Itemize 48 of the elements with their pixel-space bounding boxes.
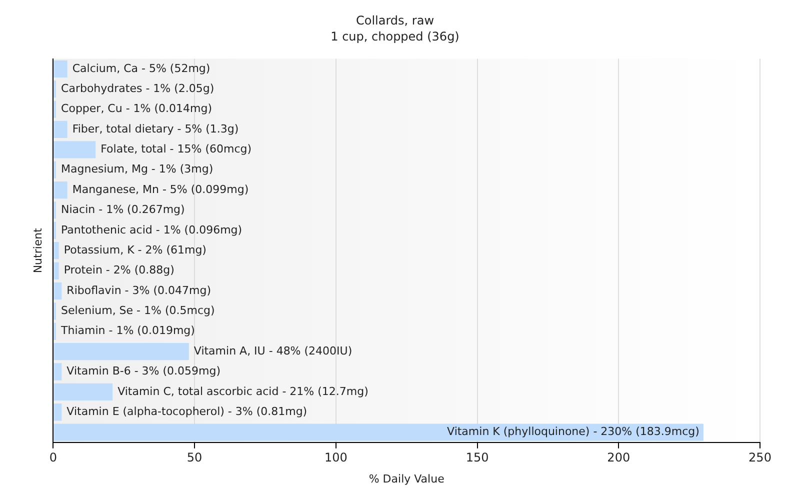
bar: [54, 383, 113, 401]
annotation: Manganese, Mn - 5% (0.099mg): [72, 182, 249, 196]
x-axis-title: % Daily Value: [368, 472, 445, 486]
annotation: Copper, Cu - 1% (0.014mg): [61, 102, 212, 116]
bar: [54, 202, 56, 219]
annotation: Pantothenic acid - 1% (0.096mg): [61, 223, 242, 236]
bar: [54, 282, 62, 300]
bar: [54, 181, 68, 199]
bar: [54, 60, 68, 78]
annotation: Vitamin B-6 - 3% (0.059mg): [66, 364, 221, 378]
annotation: Riboflavin - 3% (0.047mg): [66, 284, 211, 297]
chart-subtitle: 1 cup, chopped (36g): [330, 30, 460, 44]
annotation: Protein - 2% (0.88g): [64, 264, 174, 277]
bar: [54, 424, 704, 441]
annotation: Potassium, K - 2% (61mg): [64, 243, 206, 256]
bar: [54, 342, 189, 360]
x-tick-label: 50: [186, 450, 202, 465]
annotation: Calcium, Ca - 5% (52mg): [72, 62, 210, 75]
bar: [54, 302, 56, 320]
x-tick-label: 200: [607, 450, 630, 465]
annotation: Magnesium, Mg - 1% (3mg): [61, 162, 214, 176]
bar: [54, 161, 56, 178]
bar: [54, 141, 96, 158]
x-tick-label: 100: [324, 450, 348, 465]
bar: [54, 404, 62, 421]
bar: [54, 322, 56, 340]
annotation: Vitamin C, total ascorbic acid - 21% (12.7mg): [118, 384, 368, 398]
bar: [54, 120, 68, 138]
x-tick-label: 0: [49, 450, 58, 465]
annotation: Selenium, Se - 1% (0.5mcg): [61, 304, 215, 318]
bar: [54, 363, 62, 380]
bar: [54, 222, 56, 239]
bar: [54, 242, 59, 260]
y-axis-title: Nutrient: [31, 227, 44, 274]
annotation: Niacin - 1% (0.267mg): [61, 203, 185, 216]
chart-title: Collards, raw: [356, 13, 434, 28]
bar: [54, 262, 59, 280]
x-tick-label: 150: [466, 450, 489, 465]
annotation: Folate, total - 15% (60mcg): [100, 142, 252, 156]
annotation: Vitamin K (phylloquinone) - 230% (183.9mcg): [447, 425, 700, 438]
x-tick-label: 250: [748, 450, 772, 465]
annotation: Thiamin - 1% (0.019mg): [60, 324, 195, 338]
bar: [54, 80, 56, 98]
annotation: Vitamin A, IU - 48% (2400IU): [194, 344, 352, 358]
annotation: Fiber, total dietary - 5% (1.3g): [72, 122, 239, 136]
annotation: Carbohydrates - 1% (2.05g): [61, 82, 214, 95]
bar: [54, 100, 56, 118]
annotation: Vitamin E (alpha-tocopherol) - 3% (0.81mg): [66, 404, 308, 418]
